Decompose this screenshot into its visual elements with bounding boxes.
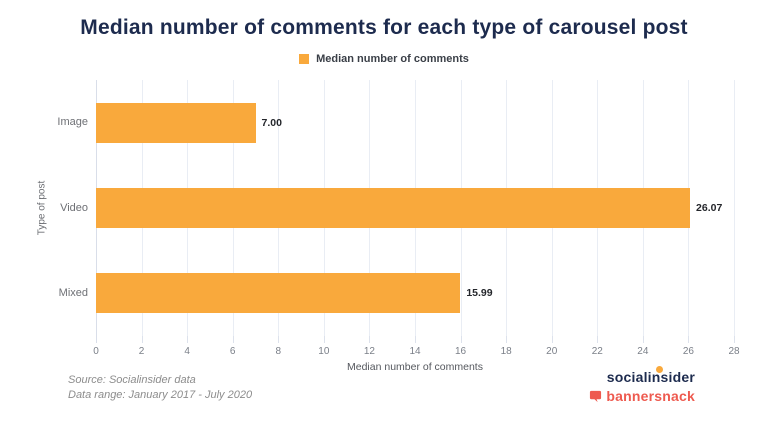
x-tick-label: 18 <box>500 346 512 357</box>
axis-tick <box>734 336 735 343</box>
legend-swatch-icon <box>299 54 310 64</box>
chart-title: Median number of comments for each type … <box>80 16 688 39</box>
x-tick-label: 16 <box>455 346 467 357</box>
source-line: Source: Socialinsider data <box>68 374 196 386</box>
socialinsider-logo: socialinsider <box>606 366 695 385</box>
x-axis-title: Median number of comments <box>347 361 483 373</box>
x-tick-label: 24 <box>637 346 649 357</box>
axis-tick <box>460 336 462 343</box>
category-label: Mixed <box>58 286 88 299</box>
data-range-line: Data range: January 2017 - July 2020 <box>68 389 253 401</box>
footer-logos: socialinsider bannersnack <box>589 366 695 404</box>
x-tick-label: 10 <box>318 346 330 357</box>
bannersnack-icon <box>590 390 602 402</box>
x-tick-label: 0 <box>93 346 99 357</box>
axis-tick <box>642 336 644 343</box>
x-tick-label: 28 <box>728 346 740 357</box>
axis-tick <box>688 336 690 343</box>
x-tick-label: 22 <box>591 346 603 357</box>
socialinsider-dot-icon <box>655 366 663 373</box>
axis-tick <box>141 336 143 343</box>
axis-tick <box>415 336 416 343</box>
bar-video <box>96 188 691 228</box>
x-tick-label: 12 <box>363 346 375 357</box>
legend: Median number of comments <box>0 53 768 65</box>
axis-tick <box>323 336 325 343</box>
gridline <box>734 80 735 336</box>
x-tick-label: 26 <box>682 346 694 357</box>
x-tick-label: 4 <box>184 346 190 357</box>
axis-tick <box>369 336 371 343</box>
bar-value-label: 7.00 <box>261 116 282 129</box>
legend-label: Median number of comments <box>316 53 469 65</box>
bannersnack-logo: bannersnack <box>589 388 695 404</box>
source-note: Source: Socialinsider data Data range: J… <box>68 373 252 403</box>
category-label: Video <box>60 201 88 214</box>
bar-mixed <box>96 273 461 314</box>
bar-value-label: 15.99 <box>466 287 493 300</box>
x-tick-label: 6 <box>229 346 236 357</box>
bar-image <box>96 102 256 143</box>
axis-tick <box>187 336 189 343</box>
axis-tick <box>597 336 599 343</box>
category-label: Image <box>57 116 88 129</box>
socialinsider-logo-text: socialinsider <box>606 369 695 385</box>
plot-area: 0 2 4 6 8 10 12 14 16 18 20 22 24 26 28 7.00 Image 26.07 V… <box>57 80 740 357</box>
x-tick-label: 8 <box>275 346 282 357</box>
axis-tick <box>278 336 280 343</box>
x-tick-label: 14 <box>409 346 421 357</box>
bannersnack-logo-text: bannersnack <box>606 388 695 404</box>
axis-tick <box>506 336 508 343</box>
axis-tick <box>551 336 553 343</box>
x-tick-label: 20 <box>546 346 558 357</box>
x-tick-label: 2 <box>138 346 145 357</box>
bar-value-label: 26.07 <box>696 202 723 214</box>
axis-tick <box>232 336 234 343</box>
